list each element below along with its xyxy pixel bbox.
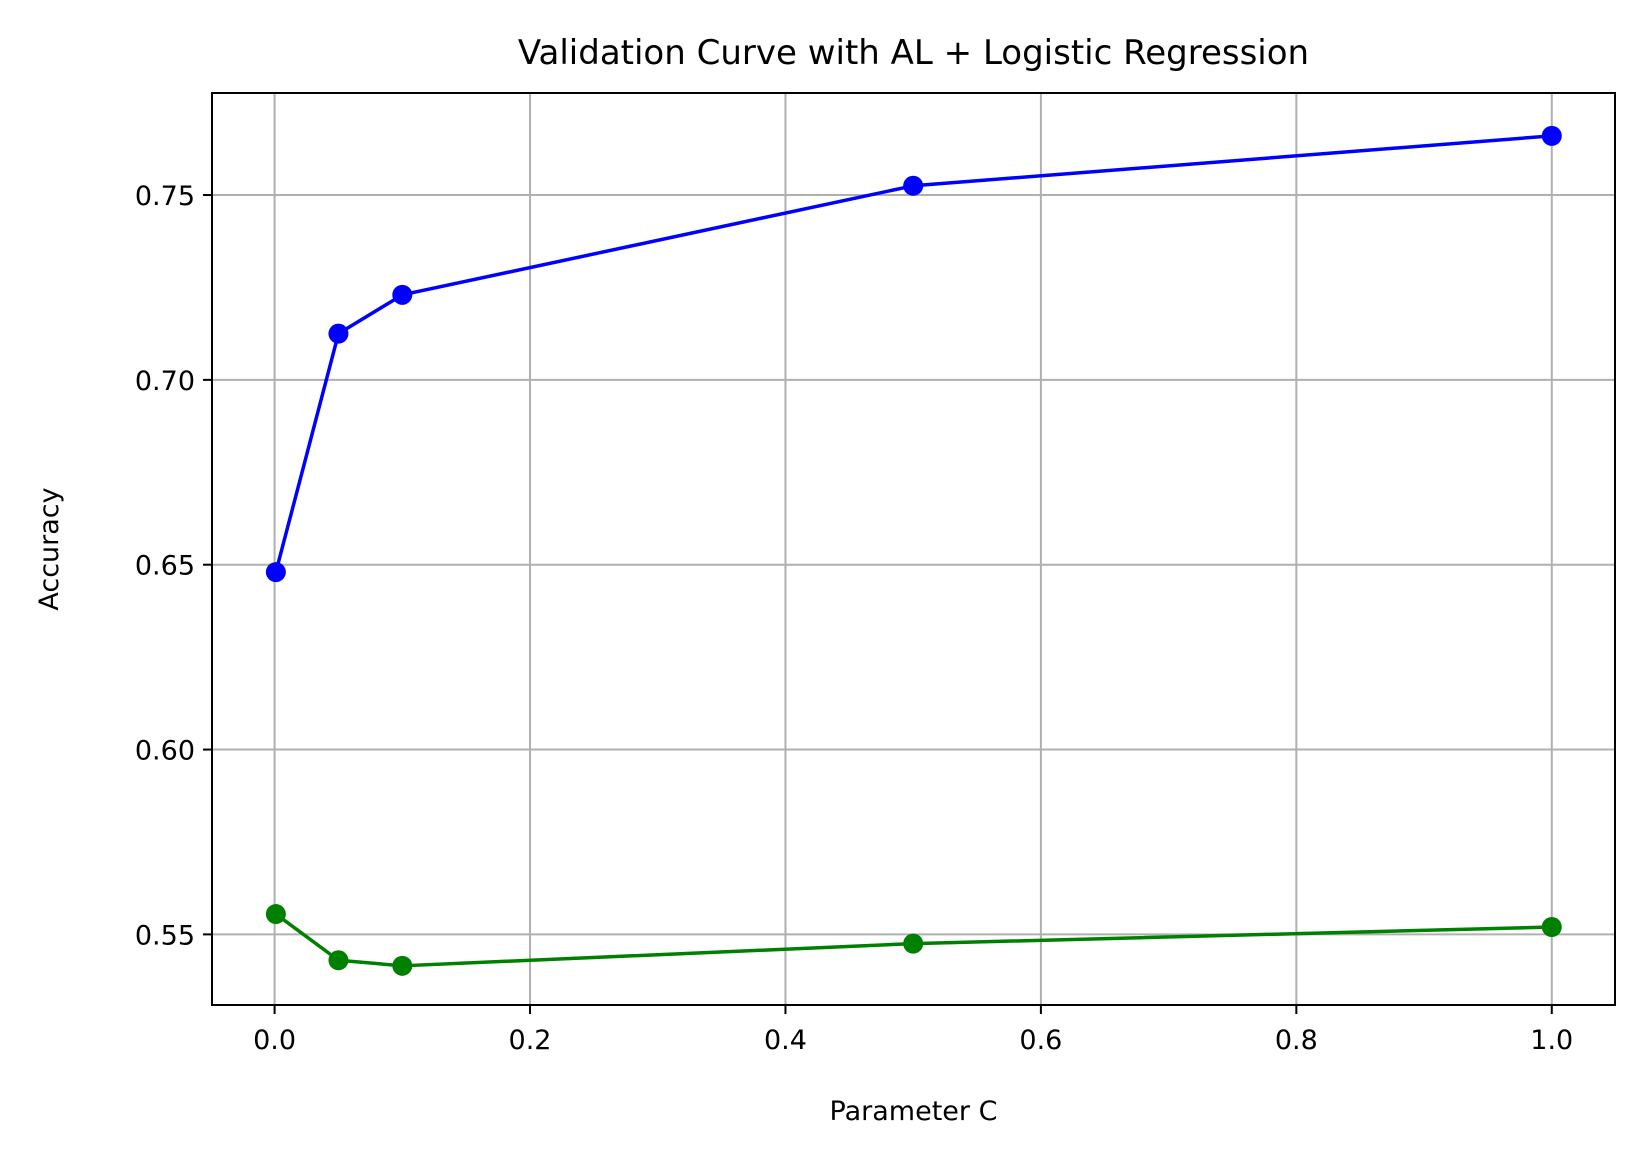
series-1-point <box>1541 125 1562 146</box>
x-axis-label: Parameter C <box>830 1096 998 1127</box>
x-tick-label: 0.0 <box>253 1025 296 1056</box>
series-1-point <box>392 284 413 305</box>
series-1-point <box>265 562 286 583</box>
series-2-point <box>903 933 924 954</box>
plot-frame <box>211 92 1616 1006</box>
y-tick-label: 0.65 <box>135 551 195 582</box>
y-tick-label: 0.60 <box>135 736 195 767</box>
x-tick-label: 0.8 <box>1275 1025 1318 1056</box>
chart-title: Validation Curve with AL + Logistic Regr… <box>518 33 1309 73</box>
series-1-line <box>274 134 1552 573</box>
x-tick-label: 0.6 <box>1019 1025 1062 1056</box>
series-layer <box>265 125 1562 976</box>
series-2-point <box>265 904 286 925</box>
series-2-point <box>392 955 413 976</box>
series-1-point <box>903 175 924 196</box>
ticks: 0.0 0.2 0.4 0.6 0.8 1.0 0.55 0.60 0.65 0.70 0.75 <box>135 181 1573 1056</box>
y-axis-label: Accuracy <box>34 487 65 610</box>
series-2-point <box>1541 916 1562 937</box>
x-tick-label: 0.4 <box>764 1025 807 1056</box>
series-2-point <box>328 950 349 971</box>
y-tick-label: 0.75 <box>135 181 195 212</box>
x-tick-label: 0.2 <box>509 1025 552 1056</box>
y-tick-label: 0.55 <box>135 920 195 951</box>
x-tick-label: 1.0 <box>1530 1025 1573 1056</box>
series-1-point <box>328 323 349 344</box>
grid <box>212 93 1615 1005</box>
y-tick-label: 0.70 <box>135 366 195 397</box>
